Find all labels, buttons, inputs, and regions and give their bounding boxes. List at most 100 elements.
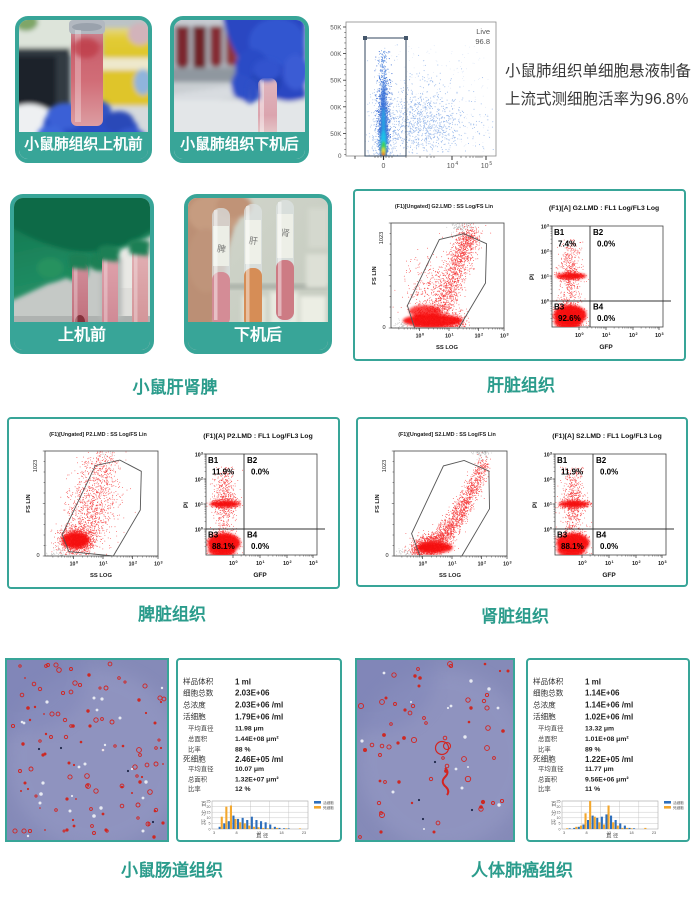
svg-text:10: 10 xyxy=(419,562,425,568)
svg-text:平均直径: 平均直径 xyxy=(538,764,564,773)
svg-text:2: 2 xyxy=(638,560,640,564)
svg-text:SS LOG: SS LOG xyxy=(439,573,461,579)
svg-text:100K: 100K xyxy=(330,104,342,111)
svg-text:1023: 1023 xyxy=(33,460,39,472)
svg-text:88.1%: 88.1% xyxy=(561,542,584,551)
svg-text:(F1)[A] G2.LMD : FL1 Log/FL3 L: (F1)[A] G2.LMD : FL1 Log/FL3 Log xyxy=(549,205,659,212)
svg-text:10: 10 xyxy=(658,561,664,567)
svg-text:比率: 比率 xyxy=(538,744,551,753)
svg-text:1 ml: 1 ml xyxy=(585,677,601,686)
svg-text:0: 0 xyxy=(547,298,549,302)
svg-text:23: 23 xyxy=(652,831,656,835)
svg-text:10: 10 xyxy=(544,478,550,484)
svg-text:(F1)[A] S2.LMD : FL1 Log/FL3 L: (F1)[A] S2.LMD : FL1 Log/FL3 Log xyxy=(552,433,662,440)
svg-text:0: 0 xyxy=(36,553,39,559)
svg-text:18: 18 xyxy=(279,831,283,835)
svg-text:总面积: 总面积 xyxy=(188,734,208,743)
svg-text:50K: 50K xyxy=(330,131,342,138)
svg-text:2: 2 xyxy=(481,332,483,336)
svg-text:总面积: 总面积 xyxy=(538,734,558,743)
svg-text:5: 5 xyxy=(559,822,561,826)
svg-text:0: 0 xyxy=(385,553,388,559)
svg-text:死细胞: 死细胞 xyxy=(183,754,206,764)
svg-text:1.44E+08 μm²: 1.44E+08 μm² xyxy=(235,736,279,743)
svg-text:1: 1 xyxy=(105,560,107,564)
svg-text:Live: Live xyxy=(476,27,490,36)
svg-text:FS LIN: FS LIN xyxy=(372,266,378,284)
svg-text:10: 10 xyxy=(448,562,454,568)
svg-text:2: 2 xyxy=(484,560,486,564)
svg-text:0: 0 xyxy=(338,153,342,160)
svg-text:11.9%: 11.9% xyxy=(561,468,583,477)
svg-text:3: 3 xyxy=(661,332,663,336)
svg-text:直 径: 直 径 xyxy=(256,832,269,840)
svg-text:活细胞: 活细胞 xyxy=(183,711,206,721)
svg-text:10: 10 xyxy=(481,163,489,170)
svg-text:1.14E+06: 1.14E+06 xyxy=(585,689,620,698)
svg-text:10: 10 xyxy=(632,561,638,567)
svg-text:10: 10 xyxy=(541,250,547,256)
svg-text:分: 分 xyxy=(551,809,557,817)
svg-text:分: 分 xyxy=(201,809,207,817)
svg-text:2: 2 xyxy=(635,332,637,336)
svg-text:SS LOG: SS LOG xyxy=(90,573,112,579)
svg-text:18: 18 xyxy=(629,831,633,835)
svg-text:25: 25 xyxy=(207,799,211,803)
svg-text:肝: 肝 xyxy=(248,235,258,246)
svg-text:2.03E+06: 2.03E+06 xyxy=(235,689,270,698)
svg-text:1: 1 xyxy=(547,273,549,277)
svg-text:10: 10 xyxy=(207,816,211,820)
svg-text:10: 10 xyxy=(575,333,581,339)
svg-text:10: 10 xyxy=(655,333,661,339)
svg-text:0: 0 xyxy=(76,560,78,564)
svg-text:10: 10 xyxy=(445,334,451,340)
svg-text:GFP: GFP xyxy=(253,572,267,579)
svg-text:0.0%: 0.0% xyxy=(600,542,618,551)
svg-text:比: 比 xyxy=(201,818,207,826)
svg-text:B3: B3 xyxy=(557,531,568,540)
svg-text:活细胞: 活细胞 xyxy=(533,711,556,721)
svg-text:(F1)[Ungated] P2.LMD : SS Log/: (F1)[Ungated] P2.LMD : SS Log/FS Lin xyxy=(49,432,147,438)
svg-text:B4: B4 xyxy=(247,531,258,540)
svg-text:11.9%: 11.9% xyxy=(212,468,234,477)
svg-text:0: 0 xyxy=(382,163,386,170)
svg-text:平均直径: 平均直径 xyxy=(188,723,214,732)
svg-text:3: 3 xyxy=(550,451,552,455)
svg-text:15: 15 xyxy=(207,811,211,815)
svg-text:10: 10 xyxy=(416,334,422,340)
svg-text:0.0%: 0.0% xyxy=(600,468,618,477)
svg-text:11.98 μm: 11.98 μm xyxy=(235,726,264,733)
svg-text:20: 20 xyxy=(207,805,211,809)
svg-text:平均直径: 平均直径 xyxy=(188,764,214,773)
svg-text:8: 8 xyxy=(585,831,587,835)
svg-text:0: 0 xyxy=(559,827,561,831)
svg-text:FS LIN: FS LIN xyxy=(375,494,381,512)
svg-text:活细胞: 活细胞 xyxy=(673,800,684,805)
svg-text:10: 10 xyxy=(544,528,550,534)
svg-text:1.01E+08 μm²: 1.01E+08 μm² xyxy=(585,736,629,743)
svg-text:比率: 比率 xyxy=(188,744,201,753)
svg-text:12 %: 12 % xyxy=(235,786,251,793)
svg-text:10: 10 xyxy=(99,562,105,568)
svg-text:10: 10 xyxy=(195,478,201,484)
svg-text:1.32E+07 μm²: 1.32E+07 μm² xyxy=(235,777,279,784)
svg-text:11.77 μm: 11.77 μm xyxy=(585,766,614,773)
svg-text:B2: B2 xyxy=(596,456,607,465)
svg-text:1: 1 xyxy=(608,332,610,336)
svg-text:3: 3 xyxy=(160,560,162,564)
svg-text:11 %: 11 % xyxy=(585,786,600,793)
svg-text:0: 0 xyxy=(209,827,211,831)
svg-text:细胞总数: 细胞总数 xyxy=(183,687,214,697)
svg-text:3: 3 xyxy=(315,560,317,564)
svg-text:样品体积: 样品体积 xyxy=(183,676,214,686)
svg-text:10: 10 xyxy=(475,334,481,340)
svg-text:(F1)[Ungated] G2.LMD : SS Log/: (F1)[Ungated] G2.LMD : SS Log/FS Lin xyxy=(395,204,493,210)
svg-text:0.0%: 0.0% xyxy=(251,468,269,477)
svg-text:10: 10 xyxy=(557,816,561,820)
svg-text:1: 1 xyxy=(550,501,552,505)
svg-text:直 径: 直 径 xyxy=(606,832,619,840)
svg-text:5: 5 xyxy=(489,161,492,167)
svg-text:GFP: GFP xyxy=(599,344,613,351)
svg-text:10: 10 xyxy=(544,503,550,509)
svg-text:活细胞: 活细胞 xyxy=(323,800,334,805)
